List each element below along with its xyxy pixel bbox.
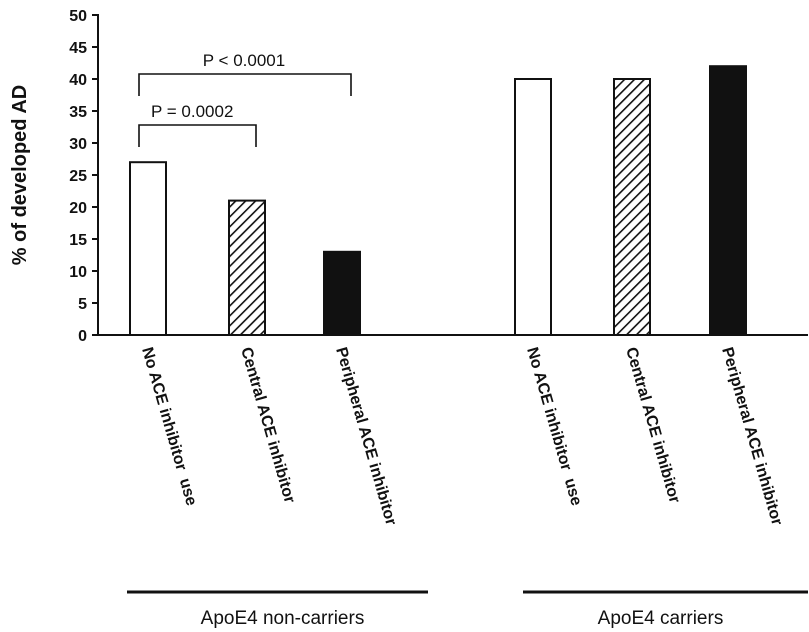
y-tick-label: 30: [69, 136, 87, 153]
y-tick-label: 45: [69, 40, 87, 57]
y-tick-label: 10: [69, 264, 87, 281]
bar: [228, 199, 266, 336]
y-tick-label: 0: [78, 328, 87, 345]
bar: [323, 250, 361, 336]
y-tick-label: 40: [69, 72, 87, 89]
category-label: Peripheral ACE inhibitor: [718, 345, 785, 527]
annotations: P < 0.0001 P = 0.0002: [138, 51, 352, 147]
significance-bracket: [138, 73, 352, 96]
y-tick-label: 35: [69, 104, 87, 121]
category-label: Central ACE inhibitor: [622, 345, 683, 505]
group-labels: ApoE4 non-carriers ApoE4 carriers: [127, 590, 808, 629]
y-tick-label: 15: [69, 232, 87, 249]
y-tick-label: 25: [69, 168, 87, 185]
p-value-label: P < 0.0001: [203, 51, 285, 70]
group-label: ApoE4 non-carriers: [201, 608, 365, 629]
y-tick-label: 50: [69, 8, 87, 25]
group-label: ApoE4 carriers: [598, 608, 724, 629]
category-label: Central ACE inhibitor: [237, 345, 298, 505]
bar: [514, 78, 552, 336]
category-label: No ACE inhibitor use: [138, 345, 200, 507]
p-value-label: P = 0.0002: [151, 102, 233, 121]
category-label: No ACE inhibitor use: [523, 345, 585, 507]
bar: [129, 161, 167, 336]
bars: [129, 65, 747, 336]
category-labels: No ACE inhibitor use Central ACE inhibito…: [138, 345, 785, 527]
significance-bracket: [138, 124, 257, 147]
y-axis-title: % of developed AD: [9, 85, 31, 265]
bar: [709, 65, 747, 336]
bar: [613, 78, 651, 336]
category-label: Peripheral ACE inhibitor: [332, 345, 399, 527]
y-tick-label: 5: [78, 296, 87, 313]
axes: 0 5 10 15 20 25 30 35 40 45 50 % of developed AD: [9, 8, 808, 345]
y-tick-label: 20: [69, 200, 87, 217]
